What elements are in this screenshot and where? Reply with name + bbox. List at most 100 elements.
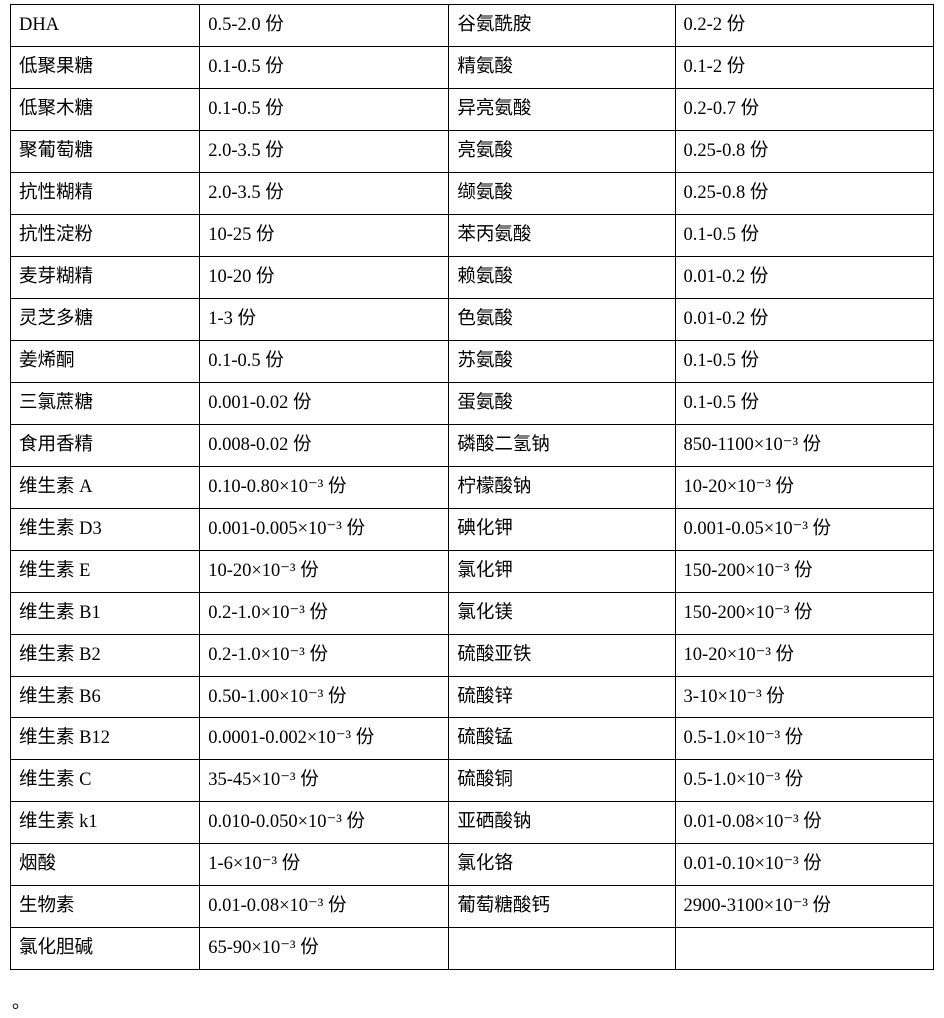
table-cell: 抗性淀粉 (11, 214, 200, 256)
table-cell: 维生素 B12 (11, 718, 200, 760)
table-row: 生物素0.01-0.08×10⁻³ 份葡萄糖酸钙2900-3100×10⁻³ 份 (11, 886, 934, 928)
table-cell: 65-90×10⁻³ 份 (200, 928, 449, 970)
table-row: 维生素 B60.50-1.00×10⁻³ 份硫酸锌3-10×10⁻³ 份 (11, 676, 934, 718)
table-cell: 1-3 份 (200, 298, 449, 340)
table-cell: 维生素 A (11, 466, 200, 508)
table-cell: 硫酸锰 (449, 718, 675, 760)
table-cell: 10-20×10⁻³ 份 (200, 550, 449, 592)
table-cell: 硫酸铜 (449, 760, 675, 802)
table-cell: 10-20 份 (200, 256, 449, 298)
table-cell (449, 928, 675, 970)
table-cell: 柠檬酸钠 (449, 466, 675, 508)
table-row: 维生素 A0.10-0.80×10⁻³ 份柠檬酸钠10-20×10⁻³ 份 (11, 466, 934, 508)
table-row: 抗性淀粉10-25 份苯丙氨酸0.1-0.5 份 (11, 214, 934, 256)
table-cell: 维生素 C (11, 760, 200, 802)
table-cell: 异亮氨酸 (449, 88, 675, 130)
table-cell: 生物素 (11, 886, 200, 928)
table-cell: 3-10×10⁻³ 份 (675, 676, 933, 718)
table-cell: 1-6×10⁻³ 份 (200, 844, 449, 886)
table-row: 维生素 E10-20×10⁻³ 份氯化钾150-200×10⁻³ 份 (11, 550, 934, 592)
table-cell: 10-25 份 (200, 214, 449, 256)
table-cell: 0.10-0.80×10⁻³ 份 (200, 466, 449, 508)
table-row: 烟酸1-6×10⁻³ 份氯化铬0.01-0.10×10⁻³ 份 (11, 844, 934, 886)
table-cell: 2.0-3.5 份 (200, 130, 449, 172)
table-cell: 0.1-2 份 (675, 46, 933, 88)
table-cell: 三氯蔗糖 (11, 382, 200, 424)
table-cell: 0.50-1.00×10⁻³ 份 (200, 676, 449, 718)
table-cell: 0.2-1.0×10⁻³ 份 (200, 592, 449, 634)
table-cell: 0.25-0.8 份 (675, 172, 933, 214)
table-cell: 低聚木糖 (11, 88, 200, 130)
ingredients-table: DHA0.5-2.0 份谷氨酰胺0.2-2 份低聚果糖0.1-0.5 份精氨酸0… (10, 4, 934, 970)
page-container: DHA0.5-2.0 份谷氨酰胺0.2-2 份低聚果糖0.1-0.5 份精氨酸0… (0, 0, 944, 1018)
table-cell: 抗性糊精 (11, 172, 200, 214)
table-cell: 色氨酸 (449, 298, 675, 340)
table-cell: 麦芽糊精 (11, 256, 200, 298)
table-cell: 0.1-0.5 份 (675, 340, 933, 382)
table-cell: 0.2-1.0×10⁻³ 份 (200, 634, 449, 676)
table-cell: 35-45×10⁻³ 份 (200, 760, 449, 802)
table-cell: 0.1-0.5 份 (200, 340, 449, 382)
table-cell: 0.5-1.0×10⁻³ 份 (675, 718, 933, 760)
table-cell: 低聚果糖 (11, 46, 200, 88)
table-cell: 150-200×10⁻³ 份 (675, 592, 933, 634)
table-cell: 赖氨酸 (449, 256, 675, 298)
table-cell: 维生素 D3 (11, 508, 200, 550)
table-cell: 150-200×10⁻³ 份 (675, 550, 933, 592)
table-cell (675, 928, 933, 970)
table-cell: 氯化镁 (449, 592, 675, 634)
table-cell: 0.2-0.7 份 (675, 88, 933, 130)
table-row: 姜烯酮0.1-0.5 份苏氨酸0.1-0.5 份 (11, 340, 934, 382)
table-cell: 0.1-0.5 份 (675, 382, 933, 424)
table-cell: 0.01-0.10×10⁻³ 份 (675, 844, 933, 886)
table-row: 维生素 D30.001-0.005×10⁻³ 份碘化钾0.001-0.05×10… (11, 508, 934, 550)
table-row: 氯化胆碱65-90×10⁻³ 份 (11, 928, 934, 970)
table-cell: 维生素 B1 (11, 592, 200, 634)
table-cell: 0.25-0.8 份 (675, 130, 933, 172)
table-row: DHA0.5-2.0 份谷氨酰胺0.2-2 份 (11, 5, 934, 47)
table-cell: 硫酸锌 (449, 676, 675, 718)
table-cell: 谷氨酰胺 (449, 5, 675, 47)
table-row: 维生素 B120.0001-0.002×10⁻³ 份硫酸锰0.5-1.0×10⁻… (11, 718, 934, 760)
table-cell: 0.5-2.0 份 (200, 5, 449, 47)
table-cell: 850-1100×10⁻³ 份 (675, 424, 933, 466)
table-cell: 0.01-0.2 份 (675, 298, 933, 340)
table-cell: 碘化钾 (449, 508, 675, 550)
table-cell: 亮氨酸 (449, 130, 675, 172)
table-cell: 磷酸二氢钠 (449, 424, 675, 466)
table-cell: 亚硒酸钠 (449, 802, 675, 844)
table-row: 灵芝多糖1-3 份色氨酸0.01-0.2 份 (11, 298, 934, 340)
table-cell: 食用香精 (11, 424, 200, 466)
table-cell: 氯化胆碱 (11, 928, 200, 970)
table-cell: 氯化钾 (449, 550, 675, 592)
table-row: 麦芽糊精10-20 份赖氨酸0.01-0.2 份 (11, 256, 934, 298)
table-cell: 2.0-3.5 份 (200, 172, 449, 214)
table-cell: 聚葡萄糖 (11, 130, 200, 172)
table-cell: 0.001-0.05×10⁻³ 份 (675, 508, 933, 550)
table-cell: 维生素 k1 (11, 802, 200, 844)
table-cell: 10-20×10⁻³ 份 (675, 634, 933, 676)
table-cell: 灵芝多糖 (11, 298, 200, 340)
table-cell: 维生素 B6 (11, 676, 200, 718)
table-row: 维生素 B20.2-1.0×10⁻³ 份硫酸亚铁10-20×10⁻³ 份 (11, 634, 934, 676)
table-cell: 0.1-0.5 份 (200, 88, 449, 130)
table-cell: 0.2-2 份 (675, 5, 933, 47)
table-row: 维生素 C35-45×10⁻³ 份硫酸铜0.5-1.0×10⁻³ 份 (11, 760, 934, 802)
table-cell: 缬氨酸 (449, 172, 675, 214)
table-cell: 0.01-0.08×10⁻³ 份 (200, 886, 449, 928)
table-row: 维生素 k10.010-0.050×10⁻³ 份亚硒酸钠0.01-0.08×10… (11, 802, 934, 844)
table-cell: 氯化铬 (449, 844, 675, 886)
table-cell: 苏氨酸 (449, 340, 675, 382)
table-cell: 0.5-1.0×10⁻³ 份 (675, 760, 933, 802)
table-cell: 0.1-0.5 份 (675, 214, 933, 256)
table-cell: 10-20×10⁻³ 份 (675, 466, 933, 508)
table-cell: 硫酸亚铁 (449, 634, 675, 676)
table-row: 三氯蔗糖0.001-0.02 份蛋氨酸0.1-0.5 份 (11, 382, 934, 424)
table-row: 食用香精0.008-0.02 份磷酸二氢钠850-1100×10⁻³ 份 (11, 424, 934, 466)
table-cell: 0.1-0.5 份 (200, 46, 449, 88)
table-body: DHA0.5-2.0 份谷氨酰胺0.2-2 份低聚果糖0.1-0.5 份精氨酸0… (11, 5, 934, 970)
table-cell: 0.008-0.02 份 (200, 424, 449, 466)
table-cell: 0.01-0.08×10⁻³ 份 (675, 802, 933, 844)
table-cell: 0.001-0.005×10⁻³ 份 (200, 508, 449, 550)
table-row: 低聚果糖0.1-0.5 份精氨酸0.1-2 份 (11, 46, 934, 88)
